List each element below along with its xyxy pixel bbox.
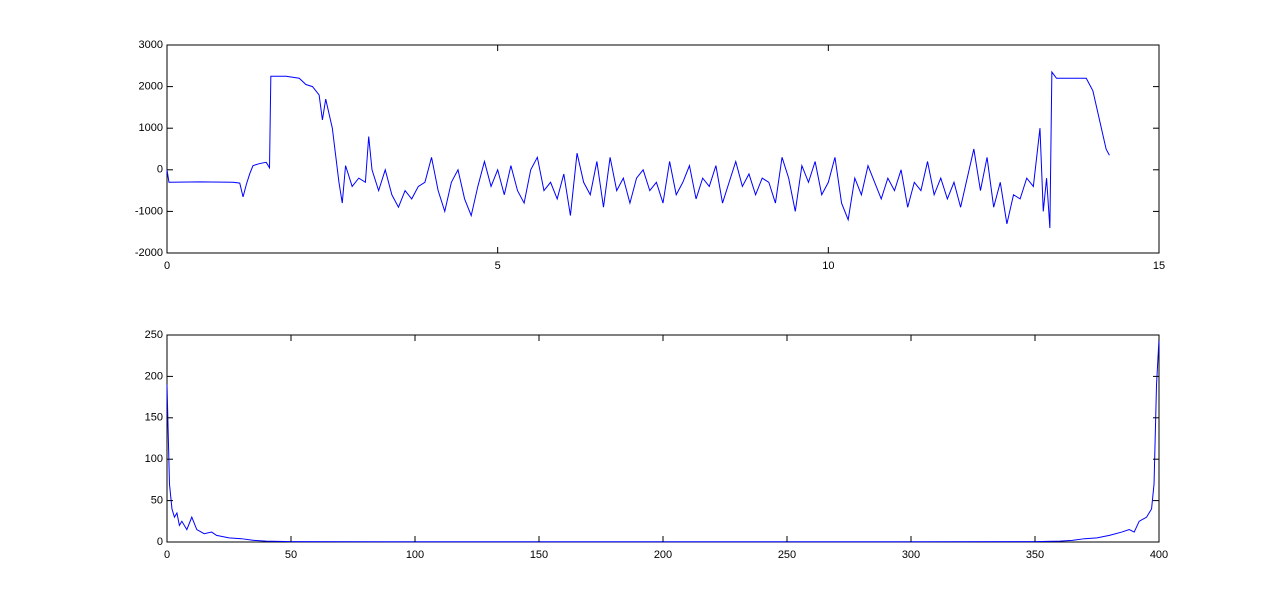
y-tick-label: 150 [145,412,163,424]
y-tick-label: 200 [145,370,163,382]
y-tick-label: -2000 [135,247,163,259]
y-tick-label: 3000 [139,39,163,51]
y-tick-label: 2000 [139,81,163,93]
y-tick-label: 1000 [139,122,163,134]
plot-frame [166,334,1160,543]
x-tick-label: 5 [495,260,501,272]
data-line [166,70,1110,229]
y-tick-label: 0 [157,536,163,548]
x-tick-label: 250 [778,549,796,561]
x-tick-label: 15 [1153,260,1165,272]
x-tick-label: 150 [530,549,548,561]
x-tick-label: 100 [406,549,424,561]
y-tick-label: -1000 [135,205,163,217]
y-tick-label: 100 [145,453,163,465]
axes: 0 5 10 15 -2000 -1000 0 1000 2000 3000 [135,39,1165,272]
y-tick-label: 0 [157,164,163,176]
y-tick-label: 250 [145,329,163,341]
y-tick-label: 50 [151,495,163,507]
x-tick-label: 50 [285,549,297,561]
x-tick-label: 400 [1150,549,1168,561]
plot-frame [166,44,1160,254]
axes: 0 50 100 150 200 250 300 350 400 0 50 100 150 200 250 [145,329,1169,561]
x-tick-label: 0 [164,549,170,561]
x-tick-label: 350 [1026,549,1044,561]
x-tick-label: 0 [164,260,170,272]
x-tick-label: 10 [822,260,834,272]
x-tick-label: 300 [902,549,920,561]
x-tick-label: 200 [654,549,672,561]
